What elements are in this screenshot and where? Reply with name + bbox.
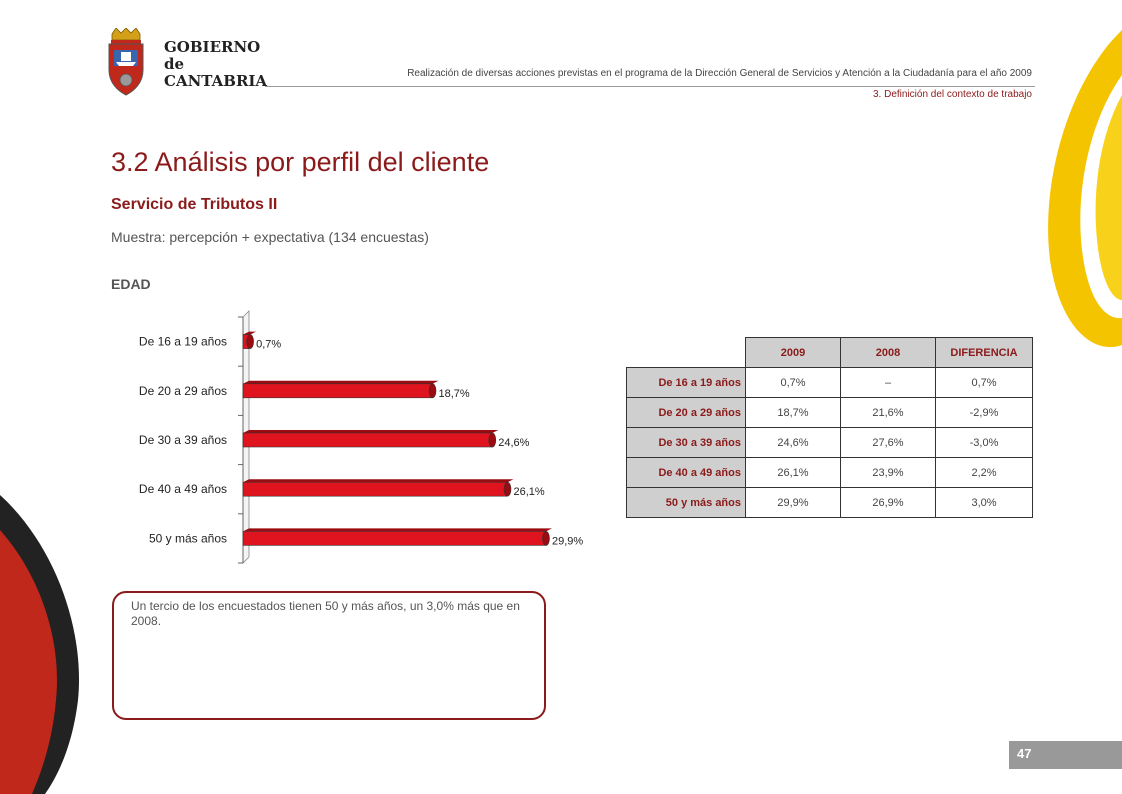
value-label: 26,1% [513, 486, 544, 498]
header-section: 3. Definición del contexto de trabajo [873, 89, 1032, 100]
table-corner-cell [626, 337, 746, 368]
page-title: 3.2 Análisis por perfil del cliente [111, 147, 490, 177]
cell-2008: – [840, 367, 936, 398]
bar-top-face [243, 430, 499, 433]
cell-2008: 21,6% [840, 397, 936, 428]
sample-description: Muestra: percepción + expectativa (134 e… [111, 229, 429, 245]
value-label: 18,7% [438, 388, 469, 400]
note-box [112, 591, 546, 720]
header-divider [265, 86, 1035, 87]
cantabria-coat-of-arms-logo [108, 28, 144, 96]
section-label: EDAD [111, 276, 151, 292]
page-number-bar [1009, 741, 1122, 769]
cell-2009: 26,1% [745, 457, 841, 488]
cell-2009: 24,6% [745, 427, 841, 458]
page-subtitle: Servicio de Tributos II [111, 196, 278, 213]
cell-2008: 27,6% [840, 427, 936, 458]
col-header-2009: 2009 [745, 337, 841, 368]
table-row: De 20 a 29 años 18,7% 21,6% -2,9% [626, 397, 1033, 428]
table-row: De 30 a 39 años 24,6% 27,6% -3,0% [626, 427, 1033, 458]
table-row: De 40 a 49 años 26,1% 23,9% 2,2% [626, 457, 1033, 488]
row-label: De 30 a 39 años [626, 427, 746, 458]
page-number: 47 [1017, 746, 1032, 761]
bar [242, 481, 508, 497]
bar [242, 383, 433, 399]
bar-top-face [243, 479, 514, 483]
bar-top-face [243, 380, 439, 384]
cell-diferencia: 2,2% [935, 457, 1033, 488]
logo-line-1: GOBIERNO [164, 38, 261, 56]
category-label: 50 y más años [149, 531, 227, 545]
cell-diferencia: -3,0% [935, 427, 1033, 458]
table-row: De 16 a 19 años 0,7% – 0,7% [626, 367, 1033, 398]
decorative-left-arc [0, 495, 80, 794]
age-bar-chart: De 16 a 19 años 0,7% De 20 a 29 años 18,7% D… [139, 310, 583, 564]
bar-end-cap [503, 481, 512, 497]
row-label: De 16 a 19 años [626, 367, 746, 398]
col-header-2008: 2008 [840, 337, 936, 368]
logo-line-3: CANTABRIA [164, 72, 268, 90]
logo-line-2: de [164, 55, 185, 73]
category-label: De 16 a 19 años [139, 335, 227, 349]
cell-diferencia: 3,0% [935, 487, 1033, 518]
header-title: Realización de diversas acciones previst… [407, 68, 1032, 79]
bar [242, 432, 493, 448]
row-label: De 40 a 49 años [626, 457, 746, 488]
bar-top-face [243, 331, 257, 335]
bar-top-face [243, 528, 552, 532]
bar [242, 531, 547, 546]
logo-wordmark: GOBIERNO de CANTABRIA [164, 39, 267, 90]
age-comparison-table: 2009 2008 DIFERENCIA De 16 a 19 años 0,7… [626, 337, 1033, 518]
cell-2009: 0,7% [745, 367, 841, 398]
value-label: 24,6% [498, 437, 529, 449]
value-label: 29,9% [552, 535, 583, 547]
row-label: 50 y más años [626, 487, 746, 518]
cell-2009: 18,7% [745, 397, 841, 428]
row-label: De 20 a 29 años [626, 397, 746, 428]
cell-diferencia: -2,9% [935, 397, 1033, 428]
bar-end-cap [488, 432, 497, 448]
col-header-diferencia: DIFERENCIA [935, 337, 1033, 368]
category-label: De 40 a 49 años [139, 482, 227, 496]
bar-end-cap [246, 334, 254, 349]
category-label: De 20 a 29 años [139, 384, 227, 398]
table-header-row: 2009 2008 DIFERENCIA [626, 337, 1033, 368]
bar-end-cap [428, 383, 437, 399]
category-label: De 30 a 39 años [139, 433, 227, 447]
cell-diferencia: 0,7% [935, 367, 1033, 398]
cell-2008: 23,9% [840, 457, 936, 488]
table-row: 50 y más años 29,9% 26,9% 3,0% [626, 487, 1033, 518]
value-label: 0,7% [256, 339, 281, 351]
cell-2008: 26,9% [840, 487, 936, 518]
note-text: Un tercio de los encuestados tienen 50 y… [131, 599, 520, 628]
bar-end-cap [542, 531, 550, 546]
cell-2009: 29,9% [745, 487, 841, 518]
